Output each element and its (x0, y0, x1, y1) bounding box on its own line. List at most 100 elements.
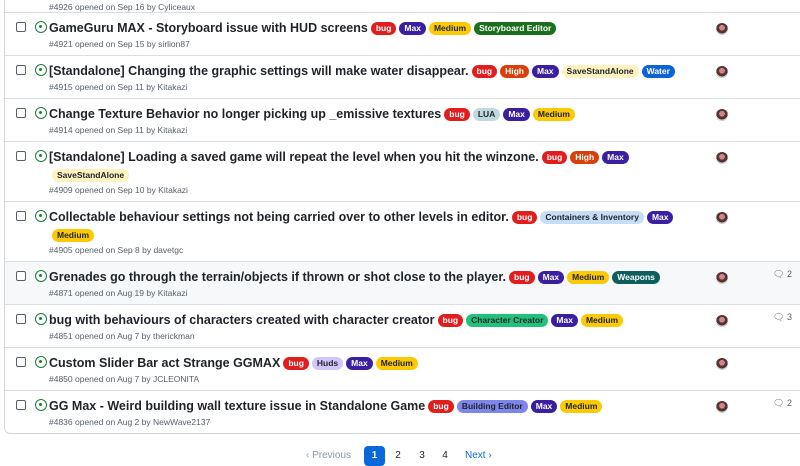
issue-title-link[interactable]: GG Max - Weird building wall texture iss… (49, 399, 426, 413)
comment-icon: 🗨 (773, 269, 785, 279)
issue-row[interactable]: bug with behaviours of characters create… (5, 304, 800, 347)
label-badge[interactable]: bug (509, 271, 535, 284)
issue-meta: #4850 opened on Aug 7 by JCLEONITA (49, 374, 200, 384)
assignee-avatar[interactable] (716, 401, 728, 413)
label-badge[interactable]: Medium (560, 400, 603, 413)
label-badge[interactable]: Max (551, 314, 578, 327)
label-badge[interactable]: Containers & Inventory (540, 211, 644, 224)
label-badge[interactable]: Medium (52, 229, 95, 242)
issue-row[interactable]: Grenades go through the terrain/objects … (5, 261, 800, 304)
issue-row[interactable]: Collectable behaviour settings not being… (5, 201, 800, 261)
label-badge[interactable]: Medium (532, 108, 575, 121)
comments-link[interactable]: 🗨 2 (773, 269, 792, 280)
issue-title-link[interactable]: Grenades go through the terrain/objects … (49, 270, 507, 284)
issue-open-icon (35, 107, 47, 119)
select-checkbox[interactable] (16, 271, 26, 281)
label-badge[interactable]: Huds (311, 357, 344, 370)
label-badge[interactable]: bug (370, 22, 397, 35)
issue-title-link[interactable]: Change Texture Behavior no longer pickin… (49, 107, 442, 121)
comments-link[interactable]: 🗨 2 (773, 398, 792, 409)
label-badge[interactable]: bug (511, 211, 538, 224)
assignee-avatar[interactable] (716, 23, 728, 35)
label-badge[interactable]: bug (437, 314, 464, 327)
assignee-avatar[interactable] (716, 272, 728, 284)
comment-icon: 🗨 (773, 398, 785, 408)
label-badge[interactable]: Max (503, 108, 530, 121)
label-badge[interactable]: bug (541, 151, 568, 164)
select-checkbox[interactable] (16, 108, 26, 118)
label-badge[interactable]: bug (428, 400, 454, 413)
issue-title-link[interactable]: bug with behaviours of characters create… (49, 313, 435, 327)
issue-title-link[interactable]: [Standalone] Changing the graphic settin… (49, 64, 469, 78)
select-checkbox[interactable] (16, 22, 26, 32)
label-badge[interactable]: Character Creator (466, 314, 549, 327)
assignee-avatar[interactable] (716, 152, 728, 164)
label-badge[interactable]: bug (444, 108, 470, 121)
comment-count: 3 (786, 312, 792, 322)
issue-row[interactable]: Change Texture Behavior no longer pickin… (5, 98, 800, 141)
issue-meta: #4905 opened on Sep 8 by davetgc (49, 245, 184, 255)
next-button[interactable]: Next › (465, 450, 492, 461)
label-badge[interactable]: Max (346, 357, 373, 370)
assignee-avatar[interactable] (716, 358, 728, 370)
issue-open-icon (35, 150, 47, 162)
issue-row[interactable]: [Standalone] Changing the graphic settin… (5, 55, 800, 98)
issue-title-link[interactable]: Collectable behaviour settings not being… (49, 210, 509, 224)
issue-open-icon (35, 64, 47, 76)
issue-row[interactable]: [Standalone] Loading a saved game will r… (5, 141, 800, 201)
label-badge[interactable]: Max (532, 65, 559, 78)
assignee-avatar[interactable] (716, 109, 728, 121)
label-badge[interactable]: LUA (472, 108, 501, 121)
issue-title-link[interactable]: [Standalone] Loading a saved game will r… (49, 150, 539, 164)
select-checkbox[interactable] (16, 400, 26, 410)
issue-row-partial[interactable]: #4926 opened on Sep 16 by Cyliceaux (5, 0, 800, 12)
label-badge[interactable]: bug (283, 357, 309, 370)
pagination: ‹ Previous 1 2 3 4 Next › (0, 446, 800, 466)
label-badge[interactable]: SaveStandAlone (52, 169, 130, 182)
assignee-avatar[interactable] (716, 315, 728, 327)
label-badge[interactable]: Building Editor (456, 400, 528, 413)
label-badge[interactable]: Max (530, 400, 558, 413)
issue-open-icon (35, 21, 47, 33)
label-badge[interactable]: Water (641, 65, 675, 78)
page-2-button[interactable]: 2 (395, 450, 401, 461)
select-checkbox[interactable] (16, 151, 26, 161)
issue-open-icon (35, 356, 47, 368)
issue-title-link[interactable]: Custom Slider Bar act Strange GGMAX (49, 356, 281, 370)
page-3-button[interactable]: 3 (419, 450, 425, 461)
select-checkbox[interactable] (16, 357, 26, 367)
issue-open-icon (35, 399, 47, 411)
previous-button[interactable]: ‹ Previous (306, 450, 352, 461)
label-badge[interactable]: Max (646, 211, 674, 224)
label-badge[interactable]: Max (537, 271, 565, 284)
label-badge[interactable]: Medium (567, 271, 610, 284)
label-badge[interactable]: Max (399, 22, 426, 35)
label-badge[interactable]: Weapons (612, 271, 660, 284)
assignee-avatar[interactable] (716, 212, 728, 224)
comment-count: 2 (786, 398, 792, 408)
issue-row[interactable]: GG Max - Weird building wall texture iss… (5, 390, 800, 433)
label-badge[interactable]: Medium (580, 314, 624, 327)
select-checkbox[interactable] (16, 65, 26, 75)
issue-meta: #4851 opened on Aug 7 by therickman (49, 331, 195, 341)
label-badge[interactable]: High (570, 151, 600, 164)
issue-row[interactable]: Custom Slider Bar act Strange GGMAX bug Hu… (5, 347, 800, 390)
assignee-avatar[interactable] (716, 66, 728, 78)
label-badge[interactable]: bug (471, 65, 498, 78)
issue-row[interactable]: GameGuru MAX - Storyboard issue with HUD… (5, 12, 800, 55)
label-badge[interactable]: Max (602, 151, 629, 164)
comments-link[interactable]: 🗨 3 (773, 312, 792, 323)
label-badge[interactable]: Storyboard Editor (474, 22, 557, 35)
select-checkbox[interactable] (16, 314, 26, 324)
page-1-button[interactable]: 1 (364, 446, 385, 466)
label-badge[interactable]: SaveStandAlone (561, 65, 639, 78)
select-checkbox[interactable] (16, 211, 26, 221)
issue-title-link[interactable]: GameGuru MAX - Storyboard issue with HUD… (49, 21, 368, 35)
label-badge[interactable]: Medium (375, 357, 418, 370)
label-badge[interactable]: Medium (428, 22, 472, 35)
issue-meta: #4871 opened on Aug 19 by Kitakazi (49, 288, 188, 298)
label-badge[interactable]: High (500, 65, 529, 78)
page-4-button[interactable]: 4 (442, 450, 448, 461)
issue-meta: #4909 opened on Sep 10 by Kitakazi (49, 185, 188, 195)
issues-container: #4926 opened on Sep 16 by Cyliceaux Game… (4, 0, 800, 466)
